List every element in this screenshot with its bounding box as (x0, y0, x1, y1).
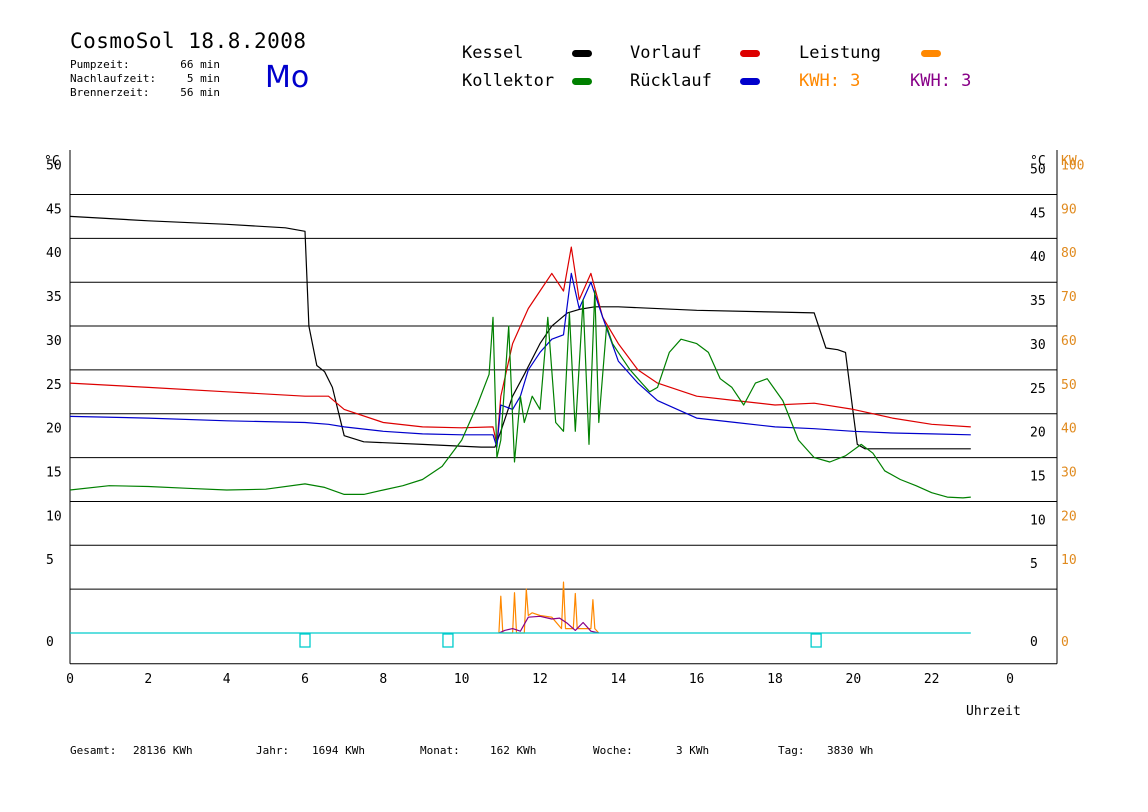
y-tick-label-right: 5 (1030, 557, 1038, 572)
footer-tag-value: 3830 Wh (827, 744, 874, 757)
kw-tick-label: 0 (1061, 635, 1069, 650)
footer-gesamt-label: Gesamt: (70, 744, 117, 757)
kw-tick-label: 60 (1061, 334, 1077, 349)
y-tick-label-left: 30 (46, 334, 62, 349)
pump-marker (299, 633, 311, 648)
x-axis-title: Uhrzeit (966, 704, 1021, 719)
y-tick-label-left: 10 (46, 509, 62, 524)
footer-jahr-label: Jahr: (256, 744, 290, 757)
x-tick-label: 4 (223, 672, 231, 687)
y-tick-label-right: 50 (1030, 163, 1046, 178)
legend-kwh-orange: KWH: 3 (799, 71, 861, 91)
x-tick-label: 18 (767, 672, 783, 687)
kw-tick-label: 70 (1061, 290, 1077, 305)
kw-tick-label: 80 (1061, 246, 1077, 261)
series-line-leistung (498, 581, 600, 634)
legend-leistung-swatch (921, 50, 941, 57)
y-tick-label-left: 50 (46, 159, 62, 174)
footer-jahr-value: 1694 KWh (312, 744, 365, 757)
kw-tick-label: 100 (1061, 159, 1084, 174)
series-line-kwh-purple (498, 615, 599, 634)
legend-ruecklauf-swatch (740, 78, 760, 85)
stat-row-pumpzeit: Pumpzeit: 66 min (70, 58, 220, 72)
footer-monat-label: Monat: (420, 744, 460, 757)
kw-tick-label: 10 (1061, 553, 1077, 568)
y-tick-label-right: 15 (1030, 469, 1046, 484)
legend-ruecklauf-label: Rücklauf (630, 71, 712, 91)
y-tick-label-right: 35 (1030, 294, 1046, 309)
x-tick-label: 14 (611, 672, 627, 687)
kw-tick-label: 50 (1061, 378, 1077, 393)
chart-title: CosmoSol 18.8.2008 (70, 29, 307, 53)
kw-tick-label: 30 (1061, 465, 1077, 480)
y-tick-label-right: 45 (1030, 206, 1046, 221)
y-tick-label-right: 40 (1030, 250, 1046, 265)
legend-kessel-swatch (572, 50, 592, 57)
legend-vorlauf-swatch (740, 50, 760, 57)
footer-monat-value: 162 KWh (490, 744, 537, 757)
x-tick-label: 0 (1006, 672, 1014, 687)
y-tick-label-left: 40 (46, 246, 62, 261)
x-tick-label: 10 (454, 672, 470, 687)
y-tick-label-left: 45 (46, 202, 62, 217)
grid-layer (69, 150, 1058, 665)
series-line-kessel (69, 215, 971, 450)
x-tick-label: 8 (379, 672, 387, 687)
y-axis-unit-right: °C (1030, 154, 1046, 169)
stat-value: 5 min (186, 72, 220, 85)
y-tick-label-left: 15 (46, 465, 62, 480)
y-axis-unit-left: °C (44, 154, 60, 169)
legend-kollektor-swatch (572, 78, 592, 85)
y-tick-label-right: 30 (1030, 338, 1046, 353)
stats-block: Pumpzeit: 66 min Nachlaufzeit: 5 min Bre… (70, 58, 220, 100)
y-tick-label-left: 20 (46, 422, 62, 437)
stat-label: Pumpzeit: (70, 58, 130, 71)
x-tick-label: 6 (301, 672, 309, 687)
y-axis-unit-kw: KW (1061, 154, 1077, 169)
x-tick-label: 2 (144, 672, 152, 687)
x-tick-label: 12 (532, 672, 548, 687)
footer-woche-value: 3 KWh (676, 744, 710, 757)
legend-leistung-label: Leistung (799, 43, 881, 63)
x-tick-label: 0 (66, 672, 74, 687)
y-tick-label-left: 35 (46, 290, 62, 305)
y-tick-label-right: 20 (1030, 426, 1046, 441)
series-line-r-cklauf (69, 272, 971, 448)
stat-value: 66 min (180, 58, 220, 71)
legend-vorlauf-label: Vorlauf (630, 43, 702, 63)
y-tick-label-left: 25 (46, 378, 62, 393)
pump-marker (810, 633, 822, 648)
pump-marker (442, 633, 454, 648)
series-layer (69, 215, 971, 648)
y-tick-label-right: 0 (1030, 635, 1038, 650)
stat-row-nachlaufzeit: Nachlaufzeit: 5 min (70, 72, 220, 86)
weekday-label: Mo (265, 60, 310, 95)
legend-kwh-purple: KWH: 3 (910, 71, 972, 91)
y-tick-label-right: 25 (1030, 382, 1046, 397)
legend-kollektor-label: Kollektor (462, 71, 555, 91)
kw-tick-label: 20 (1061, 509, 1077, 524)
kw-tick-label: 90 (1061, 202, 1077, 217)
x-tick-label: 16 (689, 672, 705, 687)
stat-value: 56 min (180, 86, 220, 99)
stat-row-brennerzeit: Brennerzeit: 56 min (70, 86, 220, 100)
x-tick-label: 22 (924, 672, 940, 687)
series-line-kollektor (69, 290, 971, 499)
kw-tick-label: 40 (1061, 422, 1077, 437)
x-tick-label: 20 (846, 672, 862, 687)
stat-label: Nachlaufzeit: (70, 72, 157, 85)
y-tick-label-left: 5 (46, 553, 54, 568)
y-tick-label-right: 10 (1030, 513, 1046, 528)
stat-label: Brennerzeit: (70, 86, 150, 99)
footer-woche-label: Woche: (593, 744, 633, 757)
footer-tag-label: Tag: (778, 744, 805, 757)
footer-gesamt-value: 28136 KWh (133, 744, 193, 757)
series-line-vorlauf (69, 246, 971, 445)
legend-kessel-label: Kessel (462, 43, 524, 63)
y-tick-label-left: 0 (46, 635, 54, 650)
